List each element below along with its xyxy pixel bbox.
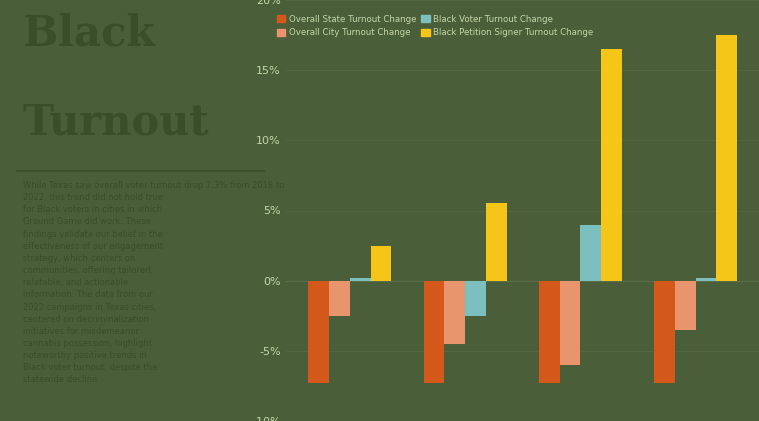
Bar (329, 281, 350, 316)
Text: Black: Black (23, 13, 155, 55)
Text: While Texas saw overall voter turnout drop 7.3% from 2018 to
2022, this trend di: While Texas saw overall voter turnout dr… (23, 181, 284, 384)
Bar (654, 281, 675, 383)
Bar (601, 49, 622, 281)
Legend: Overall State Turnout Change, Overall City Turnout Change, Black Voter Turnout C: Overall State Turnout Change, Overall Ci… (276, 15, 594, 37)
Bar (716, 35, 737, 281)
Bar (559, 281, 581, 365)
Bar (539, 281, 559, 383)
Bar (465, 281, 486, 316)
Text: Turnout: Turnout (23, 101, 209, 143)
Bar (675, 281, 695, 330)
Bar (308, 281, 329, 383)
Bar (424, 281, 444, 383)
Bar (370, 245, 392, 281)
Bar (350, 278, 370, 281)
Bar (695, 278, 716, 281)
Bar (444, 281, 465, 344)
Bar (486, 203, 506, 281)
Bar (581, 224, 601, 281)
